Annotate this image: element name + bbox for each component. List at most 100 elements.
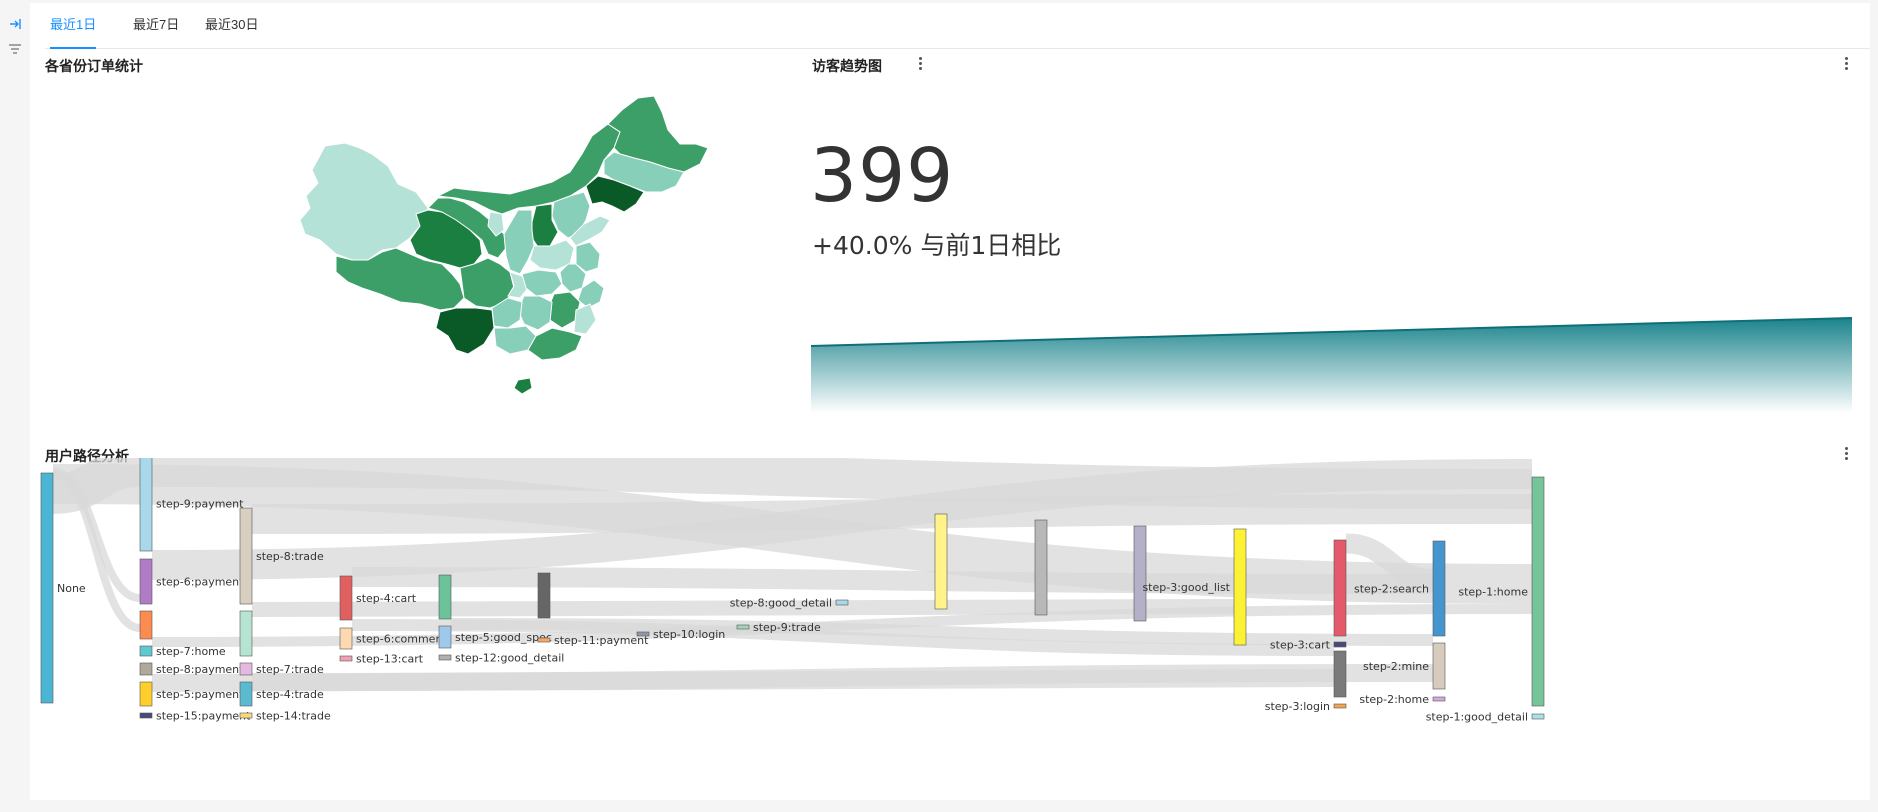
dashboard-panel: 最近1日 最近7日 最近30日 各省份订单统计 — [30, 3, 1870, 800]
map-region-fujian[interactable] — [573, 303, 597, 335]
sankey-node-s7orange[interactable] — [139, 610, 153, 640]
map-region-jilin[interactable] — [603, 151, 685, 193]
sankey-label-s4cart: step-4:cart — [356, 592, 417, 605]
map-region-yunnan[interactable] — [435, 307, 495, 355]
sankey-link — [151, 669, 1335, 692]
sankey-label-none: None — [57, 582, 86, 595]
sankey-node-s3login[interactable] — [1333, 703, 1347, 709]
map-region-xinjiang[interactable] — [299, 142, 429, 261]
sankey-node-s8mint[interactable] — [239, 610, 253, 657]
sankey-node-s8trade[interactable] — [239, 507, 253, 605]
sankey-link — [351, 567, 1434, 594]
sankey-label-s13cart: step-13:cart — [356, 653, 424, 666]
sankey-label-s12detail: step-12:good_detail — [455, 652, 564, 665]
tab-last-1-day[interactable]: 最近1日 — [50, 3, 97, 49]
sankey-label-s9trade: step-9:trade — [753, 621, 821, 634]
sankey-node-s15pay[interactable] — [139, 712, 153, 719]
user-path-sankey: None step-9:payment step-6:payment step-7:h… — [40, 458, 1545, 724]
collapse-icon[interactable] — [7, 16, 23, 32]
sankey-label-s2home: step-2:home — [1359, 693, 1429, 706]
visitor-card-title: 访客趋势图 — [812, 58, 882, 74]
sankey-node-s7trade[interactable] — [239, 662, 253, 676]
path-more-icon[interactable] — [1838, 446, 1854, 462]
sankey-label-s9pay: step-9:payment — [156, 498, 244, 511]
sankey-label-s10login: step-10:login — [653, 628, 725, 641]
sankey-label-s8pay: step-8:payment — [156, 663, 244, 676]
sankey-node-s11pay[interactable] — [537, 637, 551, 643]
trend-area — [811, 318, 1852, 413]
sankey-node-s13cart[interactable] — [339, 655, 353, 662]
map-region-ningxia[interactable] — [487, 211, 505, 237]
map-region-shaanxi[interactable] — [503, 209, 535, 275]
sankey-link — [450, 618, 1434, 646]
sankey-node-s9pay[interactable] — [139, 458, 153, 552]
sankey-node-s3red[interactable] — [1333, 539, 1347, 637]
sankey-label-s11pay: step-11:payment — [554, 634, 649, 647]
sankey-node-s6pay[interactable] — [139, 558, 153, 605]
time-range-tabs: 最近1日 最近7日 最近30日 — [45, 3, 1870, 49]
sankey-node-s2home[interactable] — [1432, 696, 1446, 702]
tab-last-30-days[interactable]: 最近30日 — [205, 17, 259, 32]
sankey-label-s14trade: step-14:trade — [256, 710, 331, 723]
sankey-label-s3list: step-3:good_list — [1142, 581, 1230, 594]
sankey-node-s8pay[interactable] — [139, 662, 153, 676]
province-more-icon[interactable] — [912, 56, 928, 72]
sankey-node-s14trade[interactable] — [239, 712, 253, 719]
sankey-node-s5pay[interactable] — [139, 681, 153, 707]
sankey-node-s4cart[interactable] — [339, 575, 353, 621]
sankey-node-s5lav[interactable] — [1133, 525, 1147, 622]
sankey-node-s5green[interactable] — [438, 574, 452, 620]
trend-line — [811, 317, 1852, 347]
sankey-node-s8detail[interactable] — [835, 599, 849, 606]
sankey-label-s7home: step-7:home — [156, 645, 226, 658]
sankey-node-s10login[interactable] — [636, 631, 650, 637]
map-region-heilongjiang[interactable] — [607, 95, 709, 173]
sankey-node-s3list[interactable] — [1233, 528, 1247, 646]
sankey-node-s1home[interactable] — [1531, 476, 1545, 707]
map-region-tibet[interactable] — [335, 247, 465, 311]
sankey-label-s3login: step-3:login — [1265, 700, 1330, 713]
visitor-count: 399 — [810, 133, 955, 219]
sankey-node-s3cart[interactable] — [1333, 641, 1347, 648]
sankey-node-s5spec[interactable] — [438, 625, 452, 649]
sankey-node-s7home[interactable] — [139, 645, 153, 657]
visitor-more-icon[interactable] — [1838, 56, 1854, 72]
map-region-anhui[interactable] — [559, 263, 587, 293]
sankey-label-s1home: step-1:home — [1458, 586, 1528, 599]
china-province-map — [299, 95, 709, 395]
sankey-label-s2mine: step-2:mine — [1363, 660, 1429, 673]
map-region-guangdong[interactable] — [527, 327, 583, 361]
left-rail — [0, 0, 30, 812]
sankey-label-s6pay: step-6:payment — [156, 576, 244, 589]
sankey-node-s12detail[interactable] — [438, 654, 452, 661]
sankey-label-s8detail: step-8:good_detail — [730, 597, 832, 610]
sankey-node-s6grey[interactable] — [1034, 519, 1048, 616]
sankey-label-s6comment: step-6:comment — [356, 633, 447, 646]
sankey-node-s2mine[interactable] — [1432, 642, 1446, 690]
sankey-node-s7yellow[interactable] — [934, 513, 948, 610]
map-region-hubei[interactable] — [521, 269, 563, 297]
sankey-node-s6dark[interactable] — [537, 572, 551, 619]
filter-icon[interactable] — [7, 41, 23, 57]
map-region-hainan[interactable] — [513, 377, 533, 395]
sankey-node-none[interactable] — [40, 472, 54, 704]
sankey-label-s5spec: step-5:good_spec — [455, 631, 552, 644]
sankey-label-s3cart: step-3:cart — [1270, 639, 1331, 652]
sankey-label-s2search: step-2:search — [1354, 583, 1429, 596]
sankey-node-s6comment[interactable] — [339, 627, 353, 650]
visitor-trend-chart — [811, 317, 1852, 413]
sankey-label-s4trade: step-4:trade — [256, 688, 324, 701]
sankey-link — [1345, 533, 1434, 589]
sankey-node-s4trade[interactable] — [239, 681, 253, 707]
sankey-label-s15pay: step-15:payment — [156, 710, 251, 723]
sankey-node-s2search[interactable] — [1432, 540, 1446, 637]
sankey-node-s3grey[interactable] — [1333, 650, 1347, 698]
sankey-label-s5pay: step-5:payment — [156, 688, 244, 701]
map-region-liaoning[interactable] — [585, 175, 645, 213]
sankey-label-s8trade: step-8:trade — [256, 550, 324, 563]
sankey-node-s1detail[interactable] — [1531, 713, 1545, 720]
sankey-node-s9trade[interactable] — [736, 624, 750, 630]
sankey-label-s1detail: step-1:good_detail — [1426, 711, 1528, 724]
tab-last-7-days[interactable]: 最近7日 — [133, 17, 180, 32]
map-region-hunan[interactable] — [517, 295, 553, 331]
